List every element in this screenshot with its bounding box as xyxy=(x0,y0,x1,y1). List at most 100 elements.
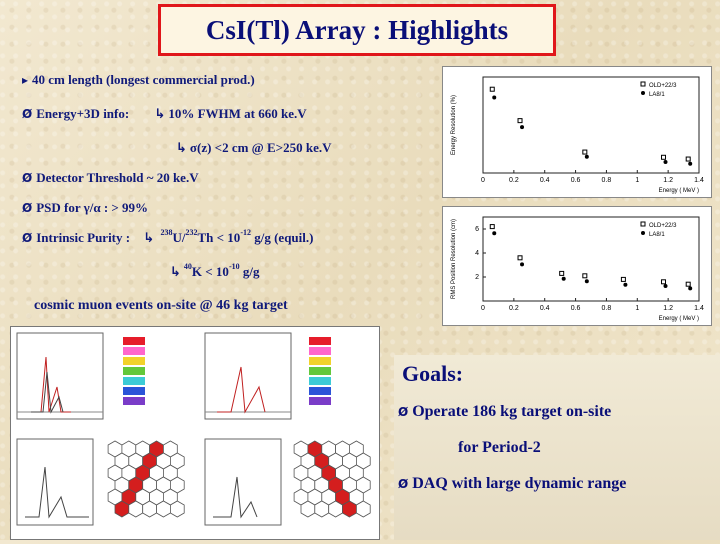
legend-swatch xyxy=(309,377,331,385)
arrow-icon: ↳ xyxy=(176,141,187,156)
arrow-icon: ↳ xyxy=(143,231,155,246)
data-point xyxy=(688,161,693,166)
crystal-cell xyxy=(328,500,343,518)
x-tick-label: 1.2 xyxy=(663,177,673,184)
x-tick-label: 0 xyxy=(481,305,485,312)
event-panel-left xyxy=(16,332,145,526)
legend-label: LA8/1 xyxy=(649,232,665,238)
x-tick-label: 0.4 xyxy=(540,305,550,312)
cosmic-caption: cosmic muon events on-site @ 46 kg targe… xyxy=(34,298,288,313)
waveform-trace xyxy=(25,466,89,519)
bullet-energy: Ø Energy+3D info: ↳ 10% FWHM at 660 ke.V xyxy=(22,106,307,122)
waveform-trace xyxy=(213,476,258,519)
crystal-cell xyxy=(355,500,371,518)
legend-swatch xyxy=(309,357,331,365)
x-axis-label: Energy ( MeV ) xyxy=(659,316,699,322)
x-axis-label: Energy ( MeV ) xyxy=(659,188,699,194)
data-point xyxy=(517,118,523,124)
sigma-symbol: σ xyxy=(189,140,197,155)
data-point xyxy=(492,95,497,100)
bullet-icon: Ø xyxy=(22,171,33,185)
y-axis-label: RMS Position Resolution (cm) xyxy=(451,219,457,299)
data-point xyxy=(582,273,588,279)
data-point xyxy=(685,281,691,287)
crystal-cell xyxy=(128,500,144,518)
arrow-icon: ↳ xyxy=(154,107,166,122)
legend-label: OLD+22/3 xyxy=(649,223,677,229)
bullet-purity: Ø Intrinsic Purity : ↳ 238U/232Th < 10-12… xyxy=(22,228,314,246)
goal-item-1: Ø Operate 186 kg target on-site xyxy=(398,403,612,420)
data-point xyxy=(584,154,589,159)
goals-panel: Goals: Ø Operate 186 kg target on-site fo… xyxy=(394,355,720,540)
event-display-svg xyxy=(16,332,371,526)
goals-title: Goals: xyxy=(402,361,464,386)
legend-swatch xyxy=(309,367,331,375)
data-point xyxy=(661,279,667,285)
crystal-cell xyxy=(169,500,185,518)
x-tick-label: 0.2 xyxy=(509,177,519,184)
bullet-potassium: ↳ 40K < 10-10 g/g xyxy=(170,262,260,280)
hex-grid-right xyxy=(293,440,371,518)
x-tick-label: 0.6 xyxy=(571,177,581,184)
x-tick-label: 0.8 xyxy=(602,305,612,312)
crystal-cell xyxy=(156,500,171,518)
x-tick-label: 1 xyxy=(635,305,639,312)
bullet-icon: Ø xyxy=(398,405,409,419)
data-point xyxy=(492,231,497,236)
data-point xyxy=(520,262,525,267)
bullet-icon: Ø xyxy=(398,477,409,491)
data-point xyxy=(561,276,566,281)
legend-swatch xyxy=(123,357,145,365)
legend-marker xyxy=(641,91,645,95)
crystal-cell xyxy=(314,500,330,518)
goal-item-1b: for Period-2 xyxy=(458,439,541,456)
data-point xyxy=(582,149,588,155)
data-point xyxy=(663,284,668,288)
slide-title: CsI(Tl) Array : Highlights xyxy=(158,4,556,56)
data-point xyxy=(520,125,525,130)
crystal-cell xyxy=(114,500,130,518)
legend-swatch xyxy=(123,377,145,385)
plot-frame xyxy=(482,76,700,174)
position-resolution-svg: 0 0.2 0.4 0.6 0.8 1 1.2 1.4 2 4 6 Energy ( MeV ) RMS… xyxy=(451,216,704,322)
legend-swatch xyxy=(123,387,145,395)
bullet-icon: ▸ xyxy=(22,73,29,87)
legend-swatch xyxy=(123,347,145,355)
event-panel-right xyxy=(204,332,331,526)
data-point xyxy=(559,270,565,276)
legend-swatch xyxy=(309,387,331,395)
legend-swatch xyxy=(309,347,331,355)
bullet-icon: Ø xyxy=(22,231,33,245)
energy-resolution-svg: 0 0.2 0.4 0.6 0.8 1 1.2 1.4 Energy ( MeV ) Energy… xyxy=(451,76,704,194)
bullet-psd: Ø PSD for γ/α : > 99% xyxy=(22,200,149,215)
bullet-length: ▸ 40 cm length (longest commercial prod.) xyxy=(22,72,255,87)
crystal-cell xyxy=(300,500,316,518)
data-point xyxy=(663,160,668,165)
x-tick-label: 0.6 xyxy=(571,305,581,312)
data-point xyxy=(688,286,693,291)
y-axis-label: Energy Resolution (%) xyxy=(451,95,457,155)
legend-swatch xyxy=(309,337,331,345)
legend-marker xyxy=(640,81,646,87)
waveform-box xyxy=(204,332,292,420)
position-resolution-chart: 0 0.2 0.4 0.6 0.8 1 1.2 1.4 2 4 6 Energy ( MeV ) RMS… xyxy=(442,206,712,326)
waveform-box xyxy=(204,438,282,526)
x-tick-label: 1.4 xyxy=(694,305,704,312)
goal-item-2: Ø DAQ with large dynamic range xyxy=(398,475,627,492)
legend-swatch xyxy=(123,337,145,345)
data-point xyxy=(661,154,667,160)
color-legend xyxy=(309,337,331,405)
legend-swatch xyxy=(123,367,145,375)
data-point xyxy=(623,282,628,287)
x-tick-label: 0.4 xyxy=(540,177,550,184)
event-display xyxy=(10,326,380,540)
legend-marker xyxy=(641,231,645,235)
x-tick-label: 0 xyxy=(481,177,485,184)
x-tick-label: 1 xyxy=(635,177,639,184)
plot-frame xyxy=(482,216,700,302)
legend-marker xyxy=(640,221,646,227)
color-legend xyxy=(123,337,145,405)
waveform-trace xyxy=(31,371,64,414)
bullet-icon: Ø xyxy=(22,107,33,121)
y-tick-label: 6 xyxy=(475,226,479,233)
